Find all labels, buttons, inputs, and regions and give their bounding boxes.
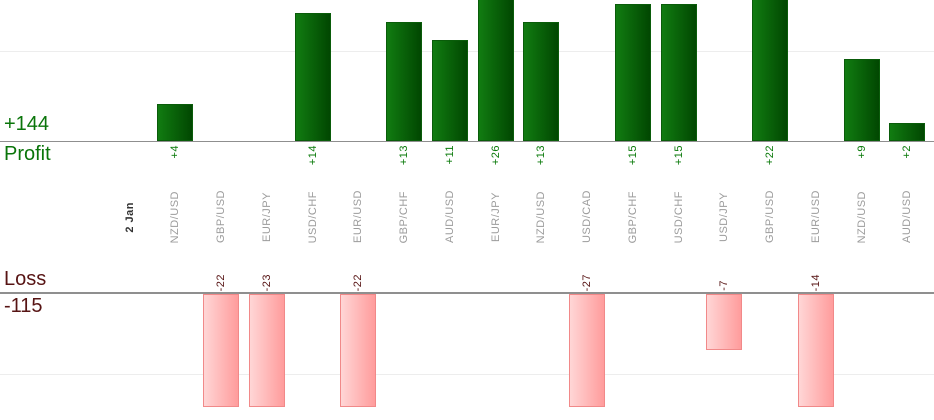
bar-value-label: -22 (213, 274, 229, 291)
category-label: USD/JPY (716, 182, 732, 252)
profit-bar[interactable] (294, 12, 331, 141)
profit-bar[interactable] (431, 40, 468, 141)
loss-bar[interactable] (797, 293, 834, 407)
category-label: USD/CHF (305, 182, 321, 252)
category-label-text: AUD/USD (443, 190, 456, 244)
bar-value-text: -14 (809, 273, 822, 291)
bar-value-label: -7 (716, 280, 732, 291)
category-label-text: USD/CAD (581, 190, 594, 244)
category-label-text: EUR/JPY (260, 192, 273, 242)
category-label-text: EUR/JPY (489, 192, 502, 242)
category-label-text: USD/JPY (718, 192, 731, 242)
bar-value-text: -7 (718, 280, 731, 291)
bar-value-text: +26 (489, 145, 502, 166)
profit-total-label: +144 (4, 113, 50, 135)
loss-gridline (0, 374, 934, 375)
category-label-text: AUD/USD (901, 190, 914, 244)
bar-value-label: +13 (396, 145, 412, 165)
category-label: USD/CHF (671, 182, 687, 252)
date-label-text: 2 Jan (123, 201, 136, 233)
bar-value-label: +26 (488, 145, 504, 165)
category-label: GBP/CHF (396, 182, 412, 252)
loss-baseline (0, 292, 934, 294)
loss-bar[interactable] (569, 293, 606, 407)
bar-value-text: +15 (626, 145, 639, 166)
bar-value-text: +11 (443, 145, 456, 165)
bar-value-label: +11 (442, 145, 458, 164)
bar-value-label: -23 (259, 274, 275, 291)
bar-value-text: +13 (398, 145, 411, 166)
category-label: USD/CAD (579, 182, 595, 252)
bar-value-label: +4 (167, 145, 183, 159)
category-label-text: GBP/USD (215, 190, 228, 244)
category-label: GBP/USD (213, 182, 229, 252)
loss-bar[interactable] (706, 293, 743, 351)
bar-value-text: -27 (581, 273, 594, 291)
category-label: EUR/USD (350, 182, 366, 252)
category-label-text: NZD/USD (169, 190, 182, 244)
bar-value-text: +22 (764, 145, 777, 166)
profit-axis-title: Profit (4, 143, 51, 165)
profit-bar[interactable] (752, 0, 789, 141)
bar-value-label: +14 (305, 145, 321, 165)
category-label: EUR/USD (808, 182, 824, 252)
category-label: AUD/USD (899, 182, 915, 252)
bar-value-text: +2 (901, 145, 914, 159)
category-label: NZD/USD (533, 182, 549, 252)
category-label-text: EUR/USD (809, 190, 822, 244)
bar-value-label: +15 (671, 145, 687, 165)
bar-value-label: +9 (854, 145, 870, 159)
category-label: EUR/JPY (259, 182, 275, 252)
loss-axis-title: Loss (4, 268, 47, 290)
bar-value-label: -22 (350, 274, 366, 291)
bar-value-text: +13 (535, 145, 548, 166)
bar-value-label: +22 (762, 145, 778, 165)
date-label: 2 Jan (122, 182, 138, 252)
bar-value-text: +9 (855, 145, 868, 159)
profit-bar[interactable] (157, 104, 194, 141)
category-label: NZD/USD (167, 182, 183, 252)
category-label-text: GBP/CHF (626, 190, 639, 244)
category-label: NZD/USD (854, 182, 870, 252)
loss-bar[interactable] (203, 293, 240, 407)
category-label: AUD/USD (442, 182, 458, 252)
loss-total-label: -115 (4, 295, 43, 317)
bar-value-label: +13 (533, 145, 549, 165)
bar-value-label: -27 (579, 274, 595, 291)
category-label-text: GBP/CHF (398, 190, 411, 244)
category-label-text: USD/CHF (306, 190, 319, 244)
category-label-text: GBP/USD (764, 190, 777, 244)
bar-value-text: -22 (352, 273, 365, 291)
bar-value-text: -22 (215, 273, 228, 291)
profit-bar[interactable] (660, 3, 697, 141)
profit-bar[interactable] (477, 0, 514, 141)
category-label-text: NZD/USD (535, 190, 548, 244)
loss-bar[interactable] (340, 293, 377, 407)
category-label: EUR/JPY (488, 182, 504, 252)
profit-bar[interactable] (889, 122, 926, 141)
category-label: GBP/CHF (625, 182, 641, 252)
category-label-text: EUR/USD (352, 190, 365, 244)
loss-bar[interactable] (248, 293, 285, 407)
category-label: GBP/USD (762, 182, 778, 252)
bar-value-text: +4 (169, 145, 182, 159)
profit-bar[interactable] (614, 3, 651, 141)
bar-value-text: +15 (672, 145, 685, 166)
bar-value-text: -23 (260, 273, 273, 291)
category-label-text: USD/CHF (672, 190, 685, 244)
profit-bar[interactable] (523, 22, 560, 141)
profit-bar[interactable] (843, 58, 880, 141)
profit-bar[interactable] (386, 22, 423, 141)
bar-value-label: +2 (899, 145, 915, 159)
category-label-text: NZD/USD (855, 190, 868, 244)
bar-value-label: +15 (625, 145, 641, 165)
bar-value-text: +14 (306, 145, 319, 166)
bar-value-label: -14 (808, 274, 824, 291)
